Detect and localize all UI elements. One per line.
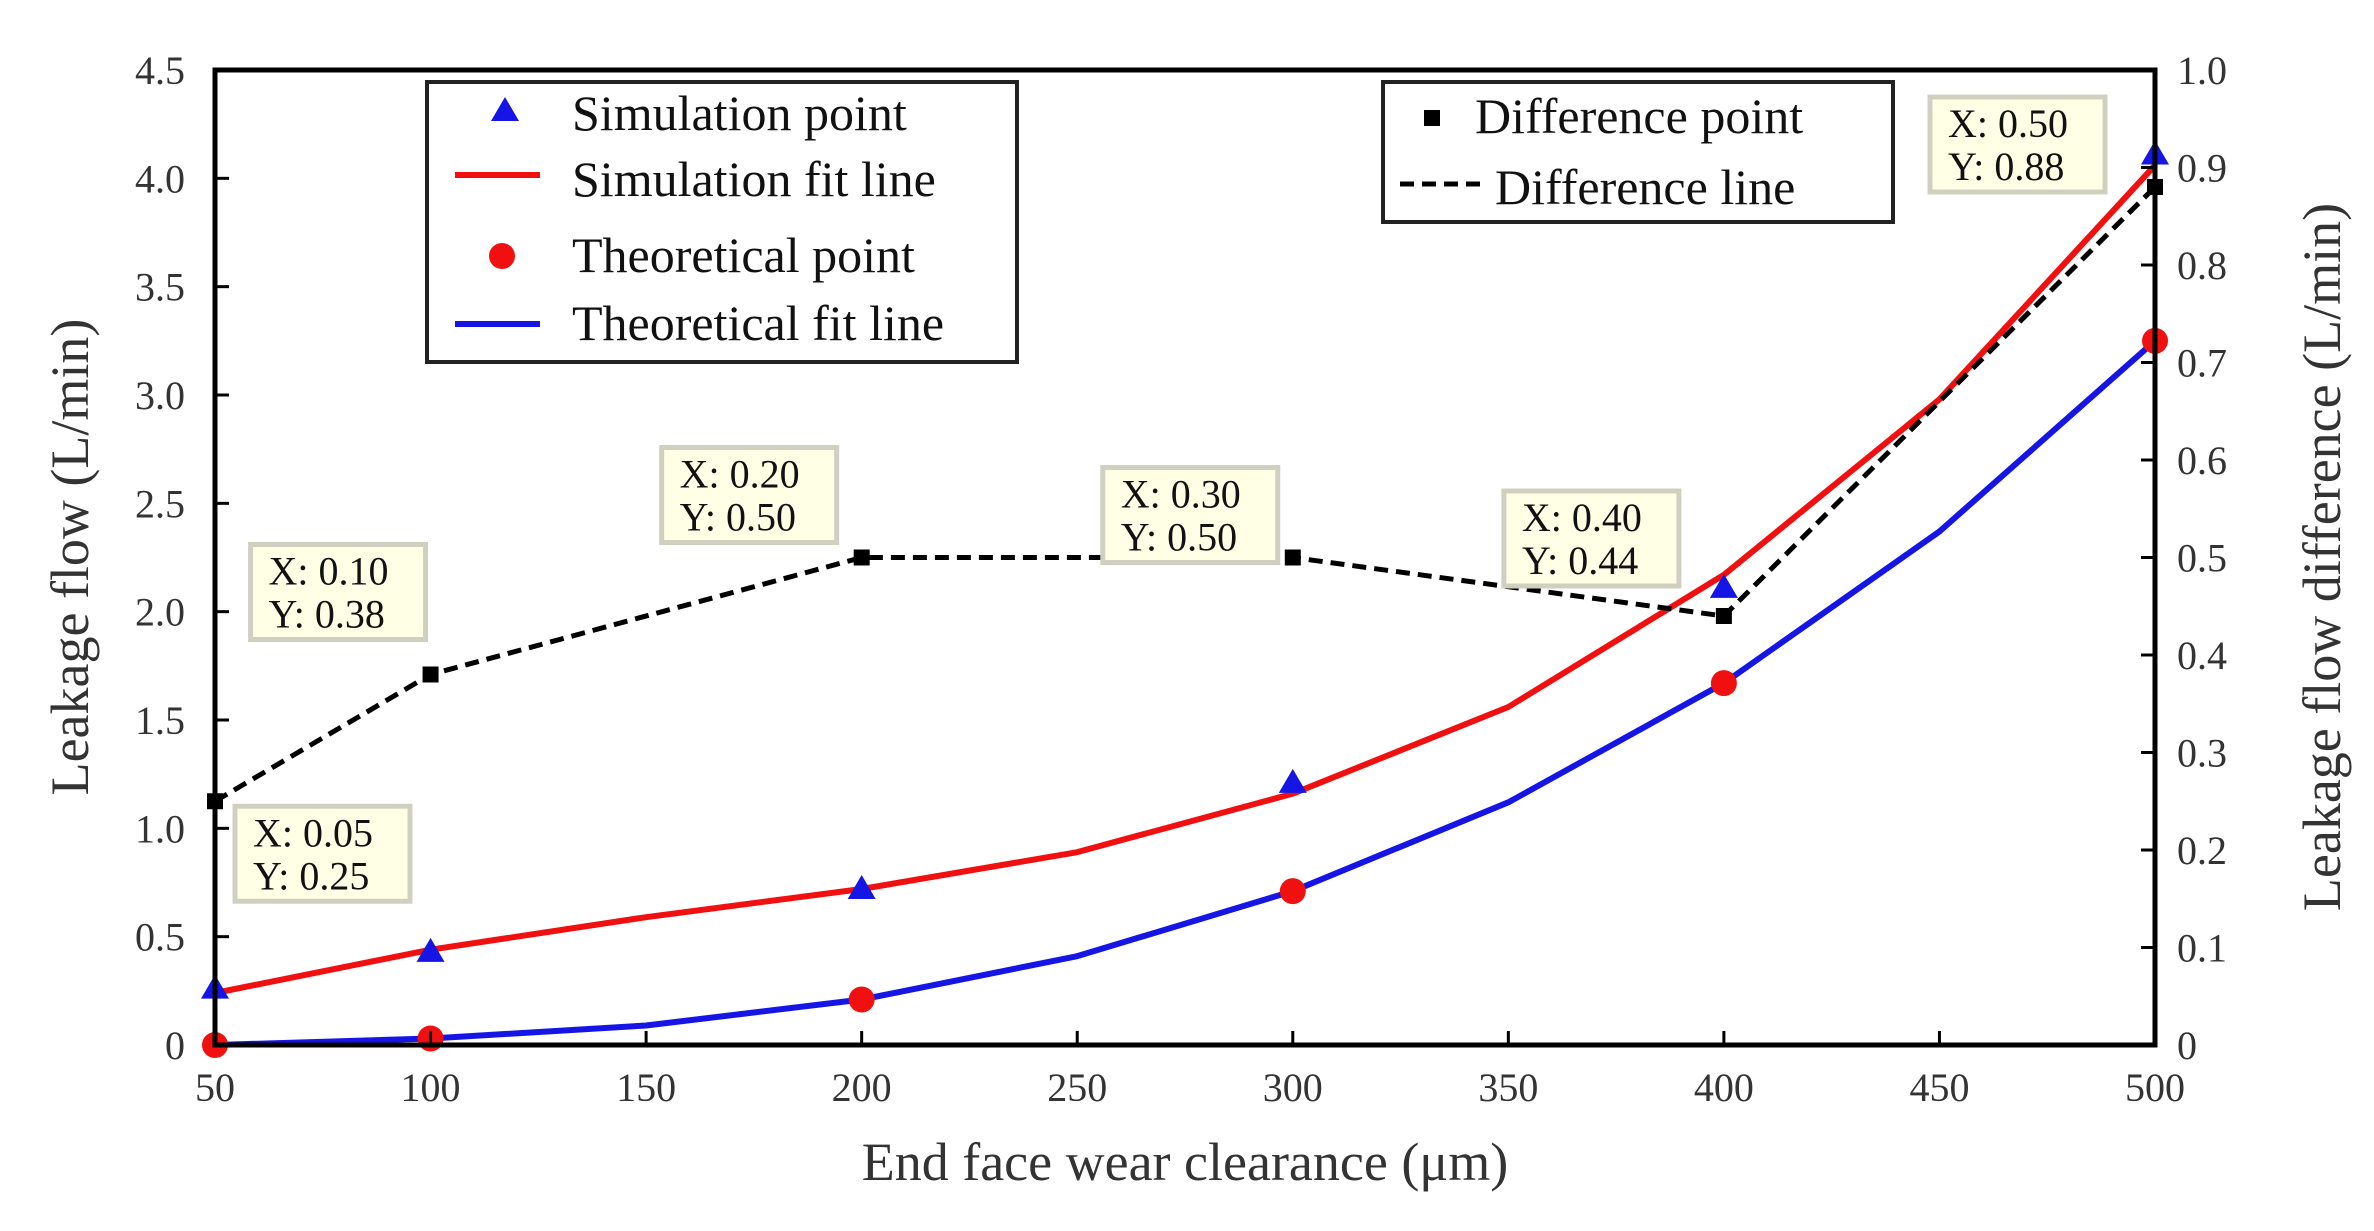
y2-tick-label: 0.5 — [2177, 536, 2227, 581]
datatip-x-text: X: 0.20 — [680, 452, 800, 497]
difference-point-marker — [1284, 549, 1301, 566]
simulation-point-marker — [1278, 768, 1307, 793]
legend-theoretical-fit-line-label: Theoretical fit line — [572, 295, 944, 351]
theoretical-fit-line-series — [214, 338, 2157, 1048]
y-tick-label: 4.0 — [135, 156, 185, 201]
y-tick-label: 2.5 — [135, 481, 185, 526]
y-tick-label: 0 — [165, 1023, 185, 1068]
datatip-box — [248, 542, 429, 642]
difference-line-series — [213, 185, 2157, 804]
y-tick-label: 4.5 — [135, 48, 185, 93]
datatip-y-text: Y: 0.50 — [1121, 515, 1237, 560]
legend-theoretical-point-label: Theoretical point — [572, 227, 915, 283]
difference-point-marker — [422, 666, 439, 683]
x-tick-label: 400 — [1694, 1065, 1754, 1110]
y2-tick-label: 0.2 — [2177, 828, 2227, 873]
y2-tick-label: 0.1 — [2177, 926, 2227, 971]
axis-ticks: 50 100 150 200 250 300 350 400 450 50000.51.01.52… — [135, 48, 2227, 1110]
y2-tick-label: 0.8 — [2177, 243, 2227, 288]
x-tick-label: 50 — [195, 1065, 235, 1110]
legend-difference-line-label: Difference line — [1495, 159, 1795, 215]
datatip-x-text: X: 0.50 — [1948, 101, 2068, 146]
y-tick-label: 2.0 — [135, 590, 185, 635]
x-tick-label: 100 — [401, 1065, 461, 1110]
y2-tick-label: 1.0 — [2177, 48, 2227, 93]
difference-point-marker — [853, 549, 870, 566]
datatip-y-text: Y: 0.44 — [1522, 538, 1638, 583]
datatip-box — [659, 445, 840, 545]
y2-tick-label: 0.6 — [2177, 438, 2227, 483]
legend-simulation-fit-line-label: Simulation fit line — [572, 151, 936, 207]
datatip-y-text: Y: 0.25 — [253, 853, 369, 898]
datatip: X: 0.05Y: 0.25 — [232, 803, 413, 904]
y-axis-title: Leakage flow (L/min) — [40, 319, 100, 796]
datatip-x-text: X: 0.30 — [1121, 472, 1241, 517]
simulation-point-marker — [416, 937, 445, 962]
legend-simulation-point-label: Simulation point — [572, 85, 907, 141]
y2-tick-label: 0.7 — [2177, 341, 2227, 386]
datatip: X: 0.30Y: 0.50 — [1100, 465, 1281, 565]
y2-tick-label: 0.4 — [2177, 633, 2227, 678]
x-tick-label: 500 — [2125, 1065, 2185, 1110]
y-tick-label: 3.5 — [135, 265, 185, 310]
datatip: X: 0.40Y: 0.44 — [1501, 488, 1682, 589]
x-tick-label: 300 — [1263, 1065, 1323, 1110]
y2-axis-title: Leakage flow difference (L/min) — [2292, 203, 2352, 911]
y-tick-label: 3.0 — [135, 373, 185, 418]
datatip-y-text: Y: 0.88 — [1948, 144, 2064, 189]
datatip-x-text: X: 0.40 — [1522, 495, 1642, 540]
x-tick-label: 150 — [616, 1065, 676, 1110]
legend-left: Simulation point Simulation fit line The… — [425, 80, 1019, 364]
legend-left-box — [425, 80, 1019, 364]
theoretical-point-marker — [848, 986, 875, 1013]
y2-tick-label: 0 — [2177, 1023, 2197, 1068]
datatip-x-text: X: 0.10 — [269, 549, 389, 594]
datatips: X: 0.05Y: 0.25X: 0.10Y: 0.38X: 0.20Y: 0.… — [232, 94, 2108, 904]
series-markers — [201, 140, 2169, 1058]
y-tick-label: 1.5 — [135, 698, 185, 743]
datatip: X: 0.20Y: 0.50 — [659, 445, 840, 545]
legend-difference-point-label: Difference point — [1475, 88, 1803, 144]
x-tick-label: 250 — [1047, 1065, 1107, 1110]
legend-difference-point-marker — [1424, 110, 1440, 126]
datatip-box — [1501, 488, 1682, 589]
simulation-point-marker — [847, 875, 876, 899]
legend-theoretical-point-marker — [489, 243, 515, 269]
x-axis-title: End face wear clearance (μm) — [862, 1132, 1509, 1192]
datatip-y-text: Y: 0.50 — [680, 495, 796, 540]
series-lines — [213, 163, 2158, 1048]
y-tick-label: 1.0 — [135, 806, 185, 851]
y2-tick-label: 0.9 — [2177, 146, 2227, 191]
simulation-fit-line-series — [214, 163, 2158, 996]
x-tick-label: 200 — [832, 1065, 892, 1110]
datatip-box — [1100, 465, 1281, 565]
difference-point-marker — [1715, 608, 1732, 624]
x-tick-label: 350 — [1478, 1065, 1538, 1110]
datatip-box — [232, 803, 413, 904]
theoretical-point-marker — [1279, 878, 1306, 905]
y-tick-label: 0.5 — [135, 915, 185, 960]
legend-right-box — [1381, 80, 1895, 224]
legend-right: Difference point Difference line — [1381, 80, 1895, 224]
datatip-y-text: Y: 0.38 — [269, 592, 385, 637]
theoretical-point-marker — [1710, 670, 1737, 697]
datatip-box — [1927, 94, 2108, 195]
datatip: X: 0.50Y: 0.88 — [1927, 94, 2108, 195]
datatip: X: 0.10Y: 0.38 — [248, 542, 429, 642]
y2-tick-label: 0.3 — [2177, 731, 2227, 776]
legend-simulation-point-marker — [491, 97, 519, 121]
x-tick-label: 450 — [1909, 1065, 1969, 1110]
simulation-point-marker — [1709, 573, 1738, 598]
datatip-x-text: X: 0.05 — [253, 810, 373, 855]
